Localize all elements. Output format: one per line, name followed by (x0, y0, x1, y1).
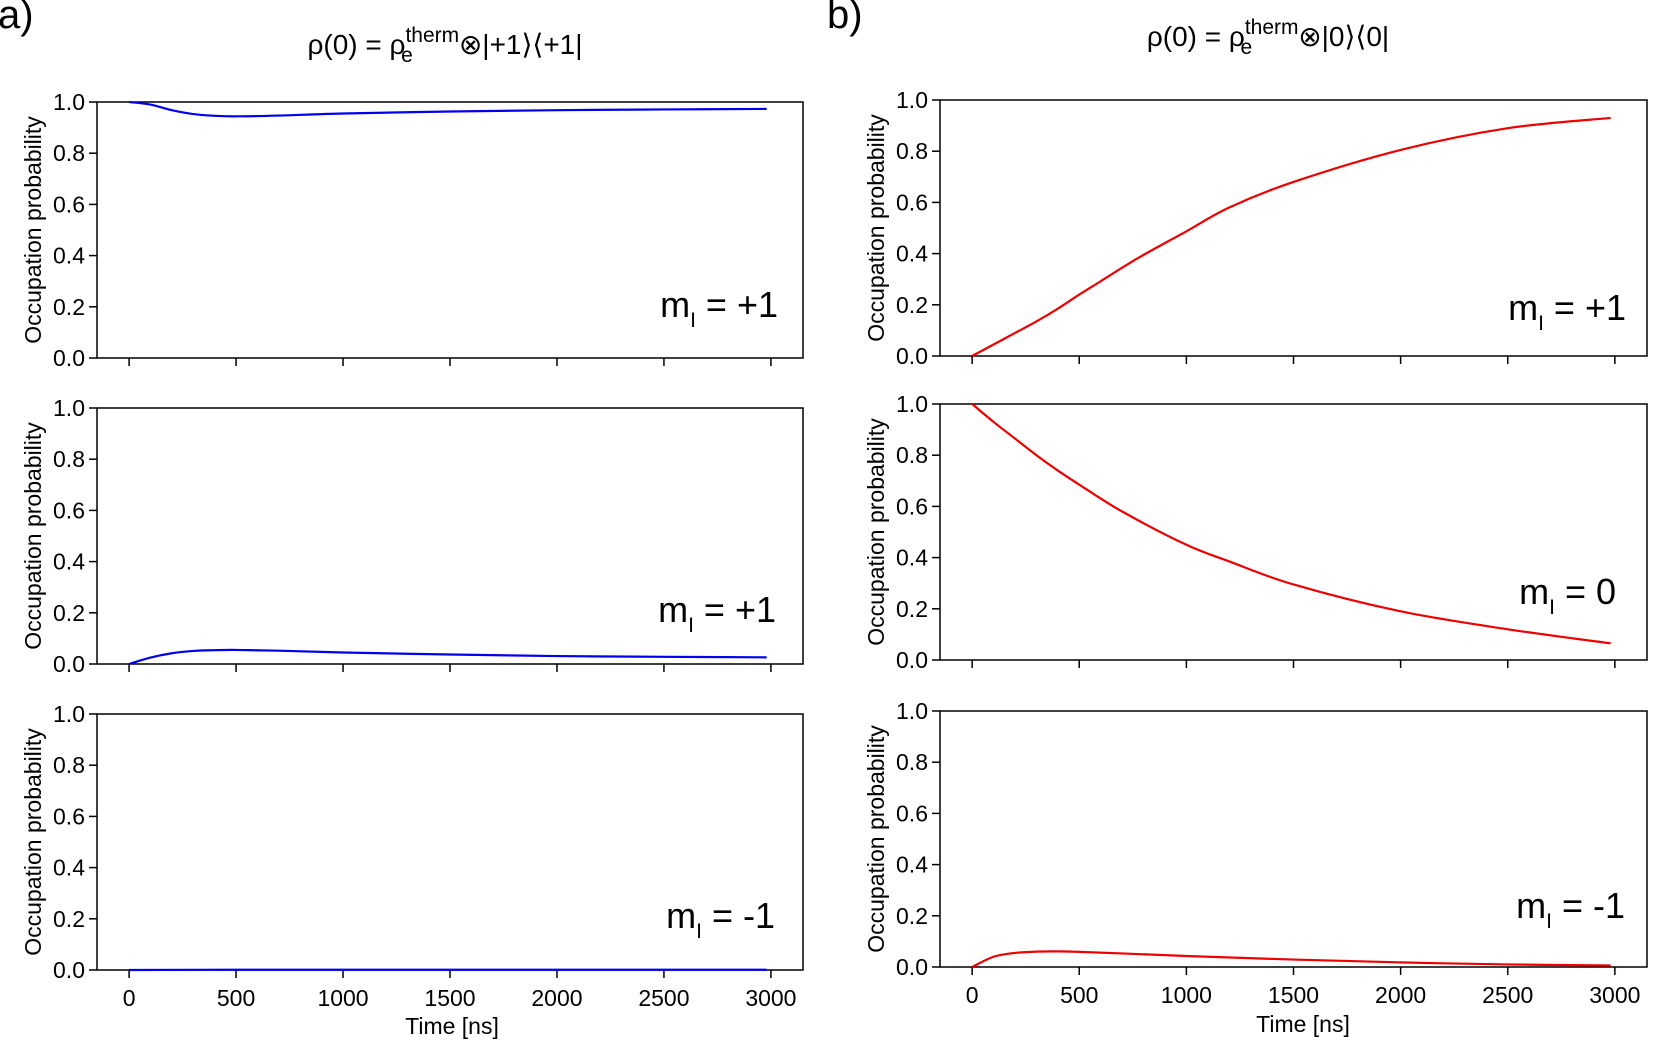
y-axis-label: Occupation probability (863, 114, 889, 342)
y-tick-label: 0.6 (53, 497, 85, 523)
subplot-b-0: 0.0 0.2 0.4 0.6 0.8 1.0 Occupation probability… (863, 87, 1648, 369)
y-tick-label: 0.0 (896, 343, 928, 369)
x-tick-label: 1500 (424, 985, 475, 1011)
y-tick-label: 0.2 (53, 294, 85, 320)
x-tick-label: 1500 (1268, 982, 1319, 1008)
series-line-b-1 (971, 403, 1611, 645)
state-label-b-0: mI = +1 (1508, 287, 1626, 335)
y-tick-label: 0.2 (896, 596, 928, 622)
x-tick-label: 2000 (1375, 982, 1426, 1008)
y-tick-label: 0.6 (53, 803, 85, 829)
y-tick-label: 0.4 (53, 243, 85, 269)
y-tick-label: 0.0 (53, 651, 85, 677)
y-tick-label: 1.0 (896, 698, 928, 724)
series-line-a-0 (128, 100, 767, 118)
y-tick-label: 0.4 (53, 549, 85, 575)
x-tick-label: 1000 (1161, 982, 1212, 1008)
state-label-a-2: mI = -1 (666, 895, 775, 943)
panel-letter-a: a) (0, 0, 34, 37)
series-line-b-2 (971, 950, 1611, 968)
x-axis-label-b: Time [ns] (1256, 1011, 1350, 1037)
x-tick-label: 2000 (531, 985, 582, 1011)
y-tick-label: 0.2 (896, 292, 928, 318)
panel-title-a: ρ(0) = ρtherm e ⊗|+1⟩⟨+1| (307, 24, 582, 67)
y-tick-label: 0.4 (53, 855, 85, 881)
axes-frame (939, 403, 1648, 661)
y-tick-label: 0.6 (896, 493, 928, 519)
y-tick-label: 0.0 (896, 647, 928, 673)
y-tick-label: 0.6 (896, 189, 928, 215)
y-tick-label: 0.8 (896, 138, 928, 164)
y-axis-label: Occupation probability (20, 116, 46, 344)
panel-letter-b: b) (827, 0, 863, 37)
series-line-b-0 (971, 116, 1611, 357)
y-tick-label: 0.2 (53, 600, 85, 626)
y-axis-label: Occupation probability (863, 725, 889, 953)
x-tick-label: 500 (217, 985, 255, 1011)
y-tick-label: 0.8 (896, 749, 928, 775)
y-tick-label: 0.4 (896, 852, 928, 878)
x-tick-label: 3000 (745, 985, 796, 1011)
y-tick-label: 0.8 (53, 446, 85, 472)
x-tick-label: 500 (1060, 982, 1098, 1008)
axes-frame (939, 710, 1648, 968)
y-tick-label: 0.6 (896, 800, 928, 826)
x-tick-label: 1000 (317, 985, 368, 1011)
subplot-b-2: 0.0 0.2 0.4 0.6 0.8 1.0 0 500 1000 1500 2000 2500 30… (863, 698, 1648, 1008)
subplot-a-0: 0.0 0.2 0.4 0.6 0.8 1.0 Occupation probability… (20, 89, 804, 371)
y-tick-label: 1.0 (896, 391, 928, 417)
state-label-a-1: mI = +1 (658, 589, 776, 637)
y-tick-label: 0.4 (896, 241, 928, 267)
subplot-b-1: 0.0 0.2 0.4 0.6 0.8 1.0 Occupation probability… (863, 391, 1648, 673)
x-tick-label: 2500 (638, 985, 689, 1011)
x-tick-label: 3000 (1589, 982, 1640, 1008)
plots: 0.0 0.2 0.4 0.6 0.8 1.0 Occupation probability… (20, 87, 1648, 1011)
y-tick-label: 0.0 (53, 957, 85, 983)
subplot-a-2: 0.0 0.2 0.4 0.6 0.8 1.0 0 500 1000 1500 2000 2500 30… (20, 701, 804, 1011)
y-tick-label: 0.4 (896, 545, 928, 571)
y-tick-label: 0.8 (896, 442, 928, 468)
x-axis-label-a: Time [ns] (405, 1013, 499, 1039)
panel-title-b: ρ(0) = ρtherm e ⊗|0⟩⟨0| (1147, 16, 1389, 59)
series-line-a-1 (128, 648, 767, 666)
y-tick-label: 0.0 (53, 345, 85, 371)
y-tick-label: 1.0 (896, 87, 928, 113)
y-axis-label: Occupation probability (863, 418, 889, 646)
y-tick-label: 1.0 (53, 89, 85, 115)
subplot-a-1: 0.0 0.2 0.4 0.6 0.8 1.0 Occupation probability… (20, 395, 804, 677)
y-tick-label: 0.8 (53, 140, 85, 166)
state-label-a-0: mI = +1 (660, 284, 778, 332)
y-tick-label: 1.0 (53, 701, 85, 727)
y-tick-label: 0.6 (53, 191, 85, 217)
state-label-b-1: mI = 0 (1519, 571, 1616, 619)
y-tick-label: 0.8 (53, 752, 85, 778)
y-tick-label: 0.2 (53, 906, 85, 932)
y-axis-label: Occupation probability (20, 422, 46, 650)
y-tick-label: 0.2 (896, 903, 928, 929)
state-label-b-2: mI = -1 (1516, 885, 1625, 933)
y-tick-label: 1.0 (53, 395, 85, 421)
x-tick-label: 0 (966, 982, 979, 1008)
y-axis-label: Occupation probability (20, 728, 46, 956)
x-tick-label: 2500 (1482, 982, 1533, 1008)
y-tick-label: 0.0 (896, 954, 928, 980)
x-tick-label: 0 (123, 985, 136, 1011)
